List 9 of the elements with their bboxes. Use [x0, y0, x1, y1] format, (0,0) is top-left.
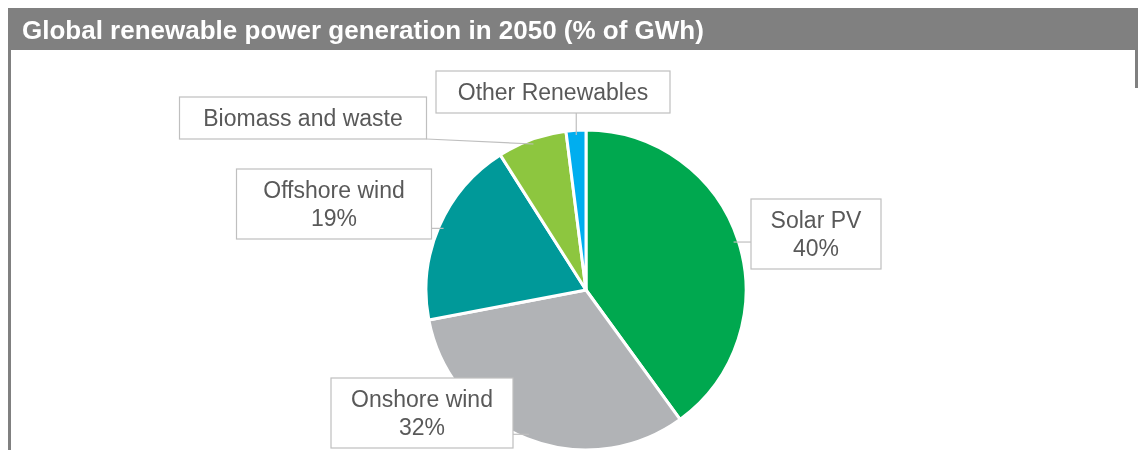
slice-label: Solar PV	[770, 207, 863, 233]
data-label: 19%	[310, 205, 358, 231]
data-label: 40%	[792, 235, 840, 261]
chart-title: Global renewable power generation in 2050 (% of GWh)	[22, 15, 704, 45]
slice-label: Other Renewables	[457, 79, 649, 105]
slice-label: Offshore wind	[263, 177, 405, 203]
slice-label: Biomass and waste	[203, 105, 403, 131]
slice-label: Onshore wind	[351, 386, 493, 412]
data-label: 32%	[398, 414, 446, 440]
